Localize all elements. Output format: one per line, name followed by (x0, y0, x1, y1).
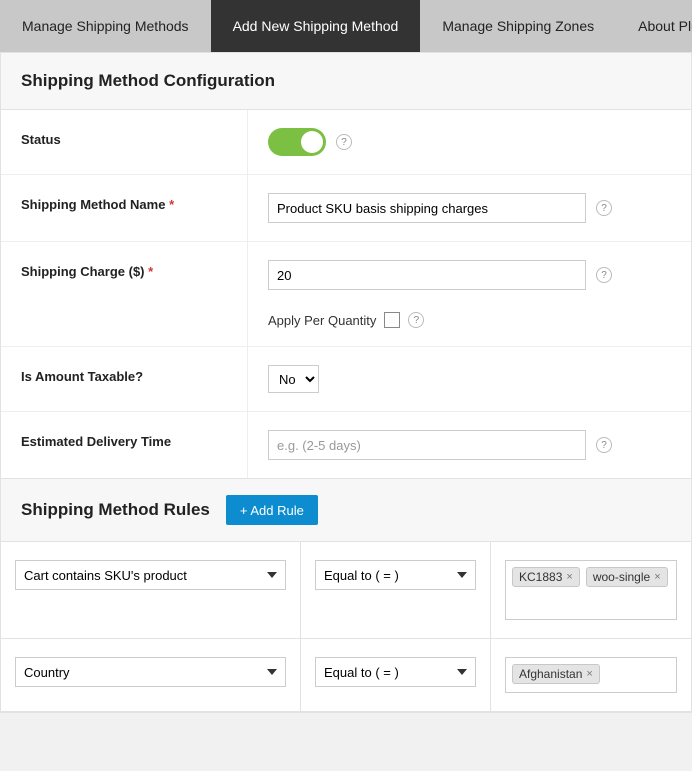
tag-text: KC1883 (519, 570, 562, 584)
tab-label: Manage Shipping Zones (442, 18, 594, 34)
rule-operator-select[interactable]: Equal to ( = ) (315, 657, 476, 687)
rules-table: Cart contains SKU's product Equal to ( =… (1, 541, 691, 712)
tab-add-new-method[interactable]: Add New Shipping Method (211, 0, 421, 52)
tab-manage-methods[interactable]: Manage Shipping Methods (0, 0, 211, 52)
tab-manage-zones[interactable]: Manage Shipping Zones (420, 0, 616, 52)
label-name: Shipping Method Name * (1, 175, 248, 241)
rules-section: Shipping Method Rules + Add Rule Cart co… (0, 479, 692, 713)
row-status: Status ? (1, 110, 691, 175)
tag-text: woo-single (593, 570, 650, 584)
shipping-method-name-input[interactable] (268, 193, 586, 223)
required-asterisk: * (169, 197, 174, 212)
tab-label: Manage Shipping Methods (22, 18, 189, 34)
rule-row: Country Equal to ( = ) Afghanistan × (1, 639, 691, 712)
value-taxable: No (248, 347, 691, 411)
rule-operator-cell: Equal to ( = ) (301, 542, 491, 638)
label-charge: Shipping Charge ($) * (1, 242, 248, 346)
tag-remove-icon[interactable]: × (654, 571, 660, 583)
panel-title: Shipping Method Configuration (1, 53, 691, 110)
row-taxable: Is Amount Taxable? No (1, 347, 691, 412)
rule-values-input[interactable]: KC1883 × woo-single × (505, 560, 677, 620)
rule-values-cell: Afghanistan × (491, 639, 691, 711)
status-toggle[interactable] (268, 128, 326, 156)
value-name: ? (248, 175, 691, 241)
apply-per-qty-label: Apply Per Quantity (268, 313, 376, 328)
row-charge: Shipping Charge ($) * ? Apply Per Quanti… (1, 242, 691, 347)
label-text: Shipping Method Name (21, 197, 165, 212)
help-icon[interactable]: ? (408, 312, 424, 328)
tab-label: About Plu (638, 18, 692, 34)
help-icon[interactable]: ? (596, 267, 612, 283)
rule-condition-select[interactable]: Cart contains SKU's product (15, 560, 286, 590)
rules-title: Shipping Method Rules (21, 500, 210, 520)
value-status: ? (248, 110, 691, 174)
rule-condition-select[interactable]: Country (15, 657, 286, 687)
rule-condition-cell: Cart contains SKU's product (1, 542, 301, 638)
config-panel: Shipping Method Configuration Status ? S… (0, 52, 692, 479)
shipping-charge-input[interactable] (268, 260, 586, 290)
taxable-select[interactable]: No (268, 365, 319, 393)
help-icon[interactable]: ? (336, 134, 352, 150)
apply-per-qty-row: Apply Per Quantity ? (268, 312, 424, 328)
toggle-knob (301, 131, 323, 153)
required-asterisk: * (148, 264, 153, 279)
tab-about-plugin[interactable]: About Plu (616, 0, 692, 52)
rule-operator-cell: Equal to ( = ) (301, 639, 491, 711)
label-text: Shipping Charge ($) (21, 264, 145, 279)
tag-remove-icon[interactable]: × (566, 571, 572, 583)
help-icon[interactable]: ? (596, 437, 612, 453)
rule-values-cell: KC1883 × woo-single × (491, 542, 691, 638)
tag-remove-icon[interactable]: × (586, 668, 592, 680)
apply-per-qty-checkbox[interactable] (384, 312, 400, 328)
help-icon[interactable]: ? (596, 200, 612, 216)
label-status: Status (1, 110, 248, 174)
eta-input[interactable] (268, 430, 586, 460)
add-rule-button[interactable]: + Add Rule (226, 495, 318, 525)
tab-label: Add New Shipping Method (233, 18, 399, 34)
tag-text: Afghanistan (519, 667, 582, 681)
row-eta: Estimated Delivery Time ? (1, 412, 691, 478)
tabs-nav: Manage Shipping Methods Add New Shipping… (0, 0, 692, 52)
value-tag: KC1883 × (512, 567, 580, 587)
value-eta: ? (248, 412, 691, 478)
value-tag: Afghanistan × (512, 664, 600, 684)
rule-operator-select[interactable]: Equal to ( = ) (315, 560, 476, 590)
value-tag: woo-single × (586, 567, 668, 587)
row-name: Shipping Method Name * ? (1, 175, 691, 242)
label-taxable: Is Amount Taxable? (1, 347, 248, 411)
label-eta: Estimated Delivery Time (1, 412, 248, 478)
value-charge: ? Apply Per Quantity ? (248, 242, 691, 346)
rules-header: Shipping Method Rules + Add Rule (1, 479, 691, 541)
rule-row: Cart contains SKU's product Equal to ( =… (1, 542, 691, 639)
rule-values-input[interactable]: Afghanistan × (505, 657, 677, 693)
rule-condition-cell: Country (1, 639, 301, 711)
